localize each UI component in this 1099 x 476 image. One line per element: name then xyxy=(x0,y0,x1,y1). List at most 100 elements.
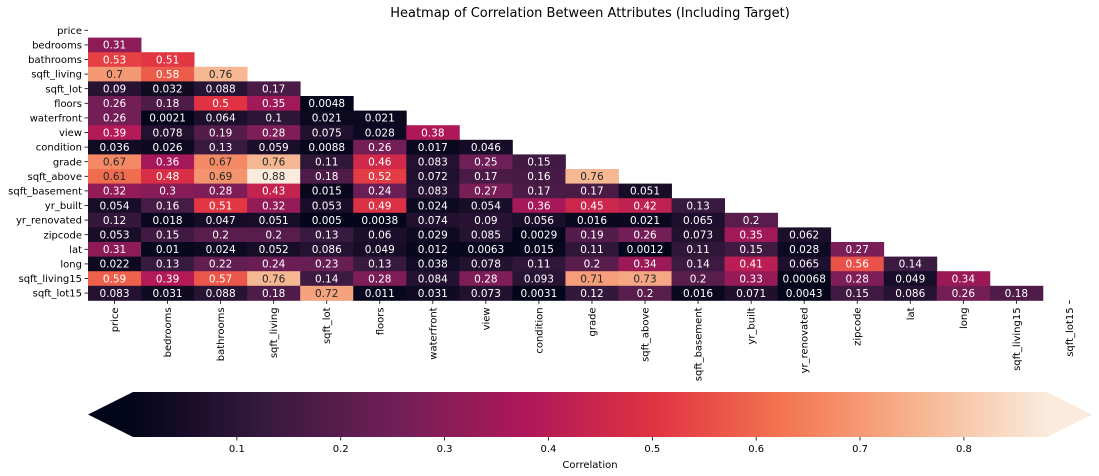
cell-value-label: 0.67 xyxy=(209,157,232,169)
heatmap-cell xyxy=(618,256,672,272)
heatmap-cell xyxy=(830,271,885,287)
heatmap-cell xyxy=(300,96,354,111)
heatmap-cell xyxy=(141,256,195,272)
cell-value-label: 0.086 xyxy=(312,244,342,256)
cell-value-label: 0.086 xyxy=(895,288,925,300)
cell-value-label: 0.14 xyxy=(686,259,710,271)
heatmap-cell xyxy=(512,198,566,214)
cell-value-label: 0.53 xyxy=(103,54,126,66)
cell-value-label: 0.72 xyxy=(315,288,338,300)
cell-value-label: 0.075 xyxy=(312,127,342,139)
cell-value-label: 0.14 xyxy=(315,273,339,285)
cell-value-label: 0.18 xyxy=(1005,288,1028,300)
cell-value-label: 0.06 xyxy=(368,230,392,242)
cell-value-label: 0.19 xyxy=(209,127,232,139)
heatmap-cell xyxy=(353,212,407,228)
heatmap-cell xyxy=(565,198,619,214)
x-tick-label: condition xyxy=(534,307,545,353)
cell-value-label: 0.14 xyxy=(899,259,923,271)
cell-value-label: 0.046 xyxy=(471,142,501,154)
heatmap-cell xyxy=(141,66,195,82)
heatmap-cell xyxy=(88,242,142,257)
cell-value-label: 0.09 xyxy=(103,84,126,96)
heatmap-cell xyxy=(565,271,619,287)
heatmap-cell xyxy=(671,271,725,287)
cell-value-label: 0.31 xyxy=(103,40,126,52)
heatmap-cell xyxy=(88,271,142,287)
cell-value-label: 0.25 xyxy=(474,157,497,169)
heatmap-cell xyxy=(724,227,779,243)
heatmap-cell xyxy=(459,242,513,257)
heatmap-cell xyxy=(406,154,460,170)
heatmap-cell xyxy=(459,256,513,272)
x-tick-label: yr_renovated xyxy=(800,307,811,373)
heatmap-cell xyxy=(724,256,779,272)
heatmap-cell xyxy=(512,212,566,228)
cell-value-label: 0.083 xyxy=(99,288,129,300)
heatmap-cell xyxy=(565,242,619,257)
x-tick-label: waterfront xyxy=(428,307,439,359)
cell-value-label: 0.24 xyxy=(262,259,286,271)
cell-value-label: 0.073 xyxy=(683,230,713,242)
cell-value-label: 0.021 xyxy=(630,215,660,227)
cell-value-label: 0.26 xyxy=(368,142,392,154)
cell-value-label: 0.26 xyxy=(103,98,127,110)
cell-value-label: 0.031 xyxy=(418,288,448,300)
cell-value-label: 0.053 xyxy=(312,200,342,212)
heatmap-cell xyxy=(300,242,354,257)
cell-value-label: 0.038 xyxy=(418,259,448,271)
heatmap-cell xyxy=(406,285,460,301)
cell-value-label: 0.43 xyxy=(262,186,285,198)
heatmap-cell xyxy=(141,52,195,68)
heatmap-cell xyxy=(459,169,513,184)
y-tick-label: long xyxy=(60,260,82,271)
cell-value-label: 0.074 xyxy=(418,215,448,227)
heatmap-cell xyxy=(300,256,354,272)
x-tick-label: floors xyxy=(375,307,386,335)
x-tick-label: sqft_above xyxy=(641,307,652,362)
cell-value-label: 0.011 xyxy=(365,288,395,300)
heatmap-cell xyxy=(141,154,195,170)
cell-value-label: 0.76 xyxy=(209,69,233,81)
x-tick-label: bathrooms xyxy=(216,307,227,361)
heatmap-cell xyxy=(194,96,248,111)
cell-value-label: 0.15 xyxy=(846,288,869,300)
y-tick-label: sqft_basement xyxy=(8,187,82,198)
heatmap-cell xyxy=(300,139,354,155)
x-tick-label: yr_built xyxy=(747,307,758,344)
heatmap-cell xyxy=(565,212,619,228)
heatmap-cell xyxy=(512,285,566,301)
colorbar-tick-label: 0.5 xyxy=(644,444,660,455)
cell-value-label: 0.57 xyxy=(209,273,232,285)
cell-value-label: 0.32 xyxy=(103,186,126,198)
cell-value-label: 0.052 xyxy=(259,244,289,256)
heatmap-cell xyxy=(247,227,301,243)
cell-value-label: 0.072 xyxy=(418,171,448,183)
cell-value-label: 0.28 xyxy=(368,273,391,285)
heatmap-cell xyxy=(830,285,885,301)
cell-value-label: 0.67 xyxy=(103,157,126,169)
y-tick-label: condition xyxy=(36,143,82,154)
cell-value-label: 0.19 xyxy=(580,230,603,242)
cell-value-label: 0.39 xyxy=(103,127,126,139)
cell-value-label: 0.12 xyxy=(580,288,603,300)
cell-value-label: 0.28 xyxy=(846,273,869,285)
heatmap-cell xyxy=(353,169,407,184)
cell-value-label: 0.26 xyxy=(633,230,657,242)
heatmap-cell xyxy=(88,125,142,141)
cell-value-label: 0.26 xyxy=(103,113,127,125)
heatmap-cell xyxy=(618,271,672,287)
heatmap-cell xyxy=(565,227,619,243)
cell-value-label: 0.018 xyxy=(153,215,183,227)
cell-value-label: 0.1 xyxy=(265,113,282,125)
cell-value-label: 0.059 xyxy=(259,142,289,154)
heatmap-cell xyxy=(194,242,248,257)
heatmap-cell xyxy=(141,212,195,228)
colorbar-tick-label: 0.1 xyxy=(229,444,245,455)
cell-value-label: 0.054 xyxy=(471,200,501,212)
cell-value-label: 0.33 xyxy=(739,273,762,285)
heatmap-cell xyxy=(353,271,407,287)
heatmap-cell xyxy=(353,242,407,257)
heatmap-cell xyxy=(141,110,195,126)
heatmap-cell xyxy=(194,271,248,287)
